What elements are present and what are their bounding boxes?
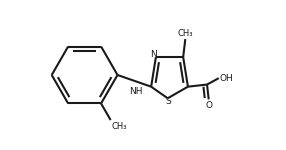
Text: S: S — [166, 97, 171, 106]
Text: N: N — [150, 50, 157, 59]
Text: NH: NH — [129, 87, 142, 96]
Text: CH₃: CH₃ — [178, 29, 193, 38]
Text: CH₃: CH₃ — [112, 122, 127, 131]
Text: O: O — [206, 101, 213, 110]
Text: OH: OH — [220, 74, 233, 83]
